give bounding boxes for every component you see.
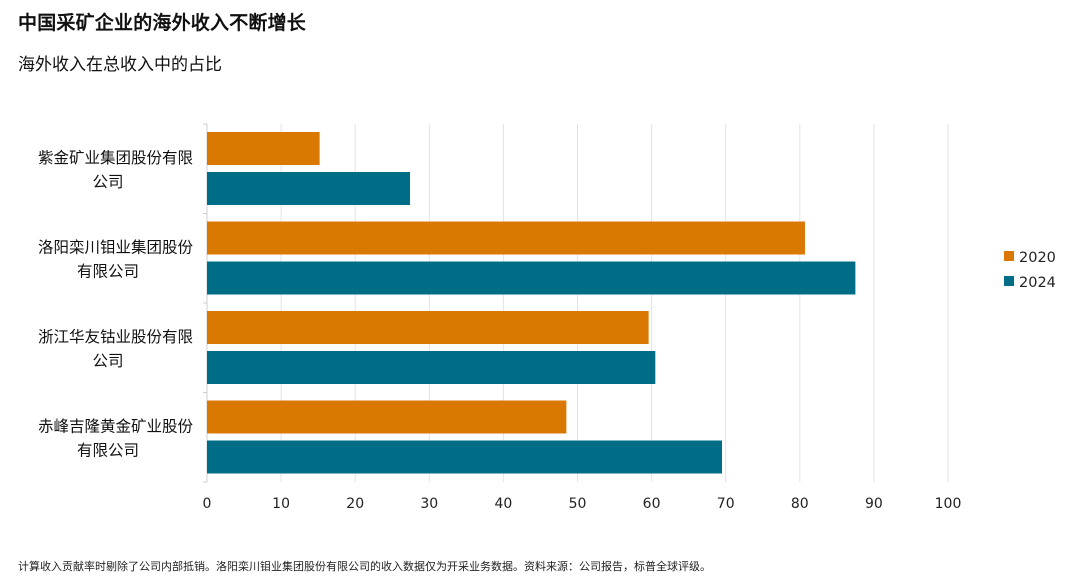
x-tick-label-80: 80	[791, 496, 809, 512]
x-tick-label-70: 70	[717, 496, 735, 512]
category-labels: 紫金矿业集团股份有限公司洛阳栾川钼业集团股份有限公司浙江华友钴业股份有限公司赤峰…	[38, 149, 194, 460]
bar-2024-1	[207, 261, 856, 295]
bar-2024-2	[207, 351, 656, 384]
bar-2024-3	[207, 440, 722, 474]
legend: 2020 2024	[1004, 250, 1056, 291]
bar-2024-0	[207, 172, 411, 205]
legend-label-2020: 2020	[1019, 250, 1056, 266]
category-label-1: 洛阳栾川钼业集团股份有限公司	[38, 238, 194, 280]
x-tick-label-10: 10	[272, 496, 290, 512]
x-tick-label-0: 0	[203, 496, 212, 512]
x-tick-label-40: 40	[494, 496, 512, 512]
bars	[207, 132, 856, 474]
category-label-2: 浙江华友钴业股份有限公司	[38, 328, 193, 370]
bar-2020-1	[207, 221, 805, 255]
category-axis	[203, 123, 208, 483]
category-label-3: 赤峰吉隆黄金矿业股份有限公司	[38, 417, 194, 459]
x-tick-label-50: 50	[569, 496, 587, 512]
chart-subtitle: 海外收入在总收入中的占比	[18, 55, 222, 75]
legend-swatch-2024	[1004, 276, 1014, 286]
x-tick-label-60: 60	[643, 496, 661, 512]
bar-2020-0	[207, 132, 320, 165]
x-tick-label-20: 20	[346, 496, 364, 512]
category-label-0: 紫金矿业集团股份有限公司	[38, 149, 193, 191]
x-tick-label-30: 30	[420, 496, 438, 512]
x-tick-label-100: 100	[935, 496, 962, 512]
legend-label-2024: 2024	[1019, 275, 1056, 291]
legend-swatch-2020	[1004, 251, 1014, 261]
bar-2020-3	[207, 400, 567, 434]
bar-2020-2	[207, 311, 649, 344]
footnote: 计算收入贡献率时剔除了公司内部抵销。洛阳栾川钼业集团股份有限公司的收入数据仅为开…	[18, 560, 711, 573]
chart-title: 中国采矿企业的海外收入不断增长	[18, 12, 307, 34]
x-tick-label-90: 90	[865, 496, 883, 512]
x-tick-labels: 0 10 20 30 40 50 60 70 80 90 100	[203, 496, 962, 512]
